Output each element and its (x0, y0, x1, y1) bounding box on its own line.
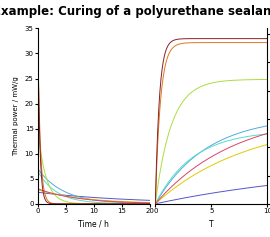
Legend: 10 °, 10 °, 20 °, 20 °, 30 °, 30 °, 40 °, 40 °: 10 °, 10 °, 20 °, 20 °, 30 °, 30 °, 40 °… (174, 28, 205, 86)
Y-axis label: Thermal power / mW/g: Thermal power / mW/g (13, 76, 19, 156)
X-axis label: Time / h: Time / h (78, 219, 109, 228)
Text: Example: Curing of a polyurethane sealant: Example: Curing of a polyurethane sealan… (0, 5, 270, 18)
X-axis label: T: T (209, 219, 214, 228)
